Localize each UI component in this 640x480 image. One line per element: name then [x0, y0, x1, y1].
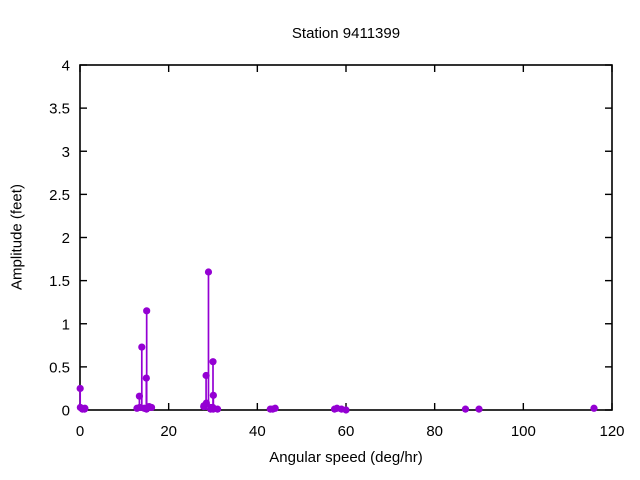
data-point [461, 405, 470, 413]
data-point [204, 268, 213, 276]
plot-frame [79, 64, 613, 411]
x-tick-label: 0 [76, 423, 84, 440]
data-point [475, 405, 483, 413]
x-tick-label: 120 [599, 423, 624, 440]
y-tick-label: 3 [62, 144, 70, 161]
y-tick-label: 2 [62, 230, 70, 247]
data-point [147, 403, 156, 412]
data-point [213, 405, 222, 413]
y-tick-label: 1 [62, 316, 70, 333]
data-point [138, 343, 146, 351]
data-point [143, 307, 151, 315]
x-tick-label: 60 [338, 423, 355, 440]
data-point [209, 391, 217, 399]
x-axis-label: Angular speed (deg/hr) [269, 449, 423, 466]
x-tick-label: 100 [511, 423, 536, 440]
y-tick-label: 3.5 [49, 101, 70, 118]
y-tick-label: 1.5 [49, 273, 70, 290]
x-tick-label: 40 [249, 423, 266, 440]
data-point [81, 404, 89, 412]
y-tick-label: 0 [62, 403, 70, 420]
y-tick-label: 0.5 [49, 359, 70, 376]
data-point [342, 406, 350, 414]
x-tick-label: 20 [160, 423, 177, 440]
y-tick-label: 2.5 [49, 187, 70, 204]
y-tick-label: 4 [62, 58, 70, 75]
data-point [209, 358, 217, 366]
data-point [271, 404, 279, 412]
x-tick-label: 80 [426, 423, 443, 440]
data-point [590, 404, 598, 412]
data-point [76, 384, 84, 393]
chart-title: Station 9411399 [291, 25, 401, 42]
